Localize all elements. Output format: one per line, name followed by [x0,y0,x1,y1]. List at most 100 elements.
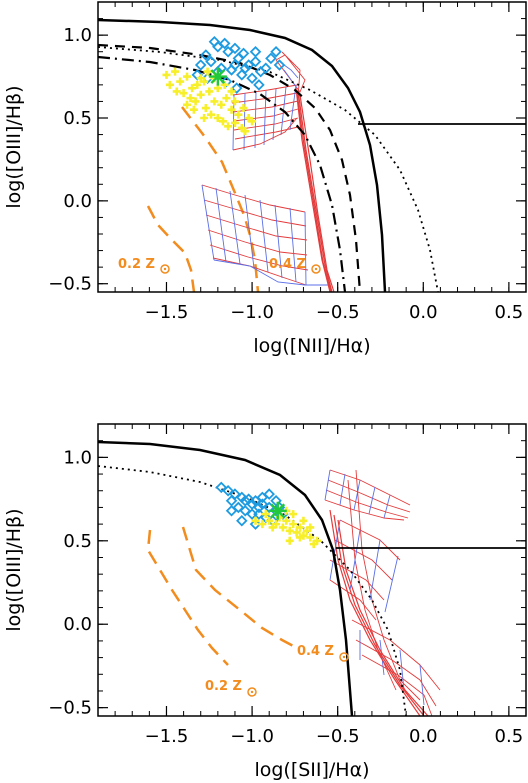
x-tick-label: 0.0 [409,302,438,323]
cross-point [189,105,198,114]
y-axis-label-bottom: log([OIII]/Hβ) [3,508,25,631]
x-tick-label: 0.5 [495,302,524,323]
diamond-point [270,494,282,507]
diamond-point [253,501,265,514]
cross-point [188,84,197,93]
diamond-point [194,59,207,71]
x-tick-label: −1.5 [145,302,189,323]
model-red-spikes [295,87,335,292]
x-tick-label: −1.5 [145,726,189,747]
x-tick-label: 0.5 [495,726,524,747]
cross-point [265,516,274,525]
y-tick-label: 0.0 [63,191,92,212]
cross-point [278,523,287,532]
annotation-0.4z-bottom: 0.4 Z [297,644,334,659]
x-axis-label-bottom: log([SII]/Hα) [254,759,369,781]
cross-point [206,110,215,119]
diamond-point [239,62,252,75]
scatter-points-top [162,35,286,136]
x-tick-label: −1.0 [230,302,274,323]
cross-point [299,516,308,525]
diamond-point [232,501,245,514]
kewley-extreme-line [98,18,387,292]
diamond-point [253,508,265,520]
diamond-point [225,504,238,517]
cross-point [296,533,305,542]
diamond-point [249,55,262,68]
star-point [268,501,287,520]
cross-point [224,122,233,131]
cross-point [183,72,192,81]
cross-point [248,117,257,126]
cross-point [289,520,298,529]
cross-point [213,114,222,122]
y-tick-label: 0.0 [63,614,92,635]
diamond-point [205,55,217,68]
annotation-0.2z-top: 0.2 Z [118,257,155,272]
solar-symbol [311,264,321,274]
diamond-point [222,484,234,497]
diamond-point [239,504,252,517]
diamond-point [260,62,272,75]
plot-frame-bottom [97,423,527,717]
cross-point [296,523,305,532]
cross-point [172,87,181,96]
cross-point [227,105,236,114]
cross-point [183,100,192,109]
cross-point [261,510,270,519]
x-tick-label: −1.0 [230,726,274,747]
cross-point [282,516,291,525]
cross-point [186,94,195,103]
x-axis-label-top: log([NII]/Hα) [253,335,370,357]
kauffmann-line [98,43,362,292]
diamond-point [236,515,248,527]
diamond-point [273,59,286,71]
cross-point [217,100,226,109]
dotted-line [98,46,439,292]
y-tick-label: 1.0 [63,25,92,46]
cross-point [285,526,294,535]
diamond-point [239,494,252,507]
kewley-sii-line [98,440,354,716]
y-tick-label: 0.5 [63,108,92,129]
nii-panel: −1.5 −1.0 −0.5 0.0 0.5 −0.5 0.0 0.5 1.0 0.2 Z 0.… [3,1,527,357]
ticks-bottom: −1.5 −1.0 −0.5 0.0 0.5 −0.5 0.0 0.5 1.0 [48,423,527,747]
diamond-point [229,59,241,71]
dashdot-line [98,55,347,292]
solar-symbol [247,687,257,697]
annotation-0.4z-top: 0.4 Z [269,257,306,272]
cross-point [268,523,277,532]
diamond-point [229,42,241,55]
cross-point [162,70,171,79]
y-axis-label-top: log([OIII]/Hβ) [3,85,25,208]
diamond-point [237,47,250,60]
diamond-point [218,37,231,50]
cross-point [227,87,236,96]
solar-symbol-dot [314,267,318,271]
x-tick-label: 0.0 [409,726,438,747]
cross-point [165,80,174,89]
diamond-point [253,79,265,91]
cross-point [176,77,185,86]
cross-point [203,67,212,76]
x-tick-label: −0.5 [316,302,360,323]
annotation-0.2z-bottom: 0.2 Z [205,679,242,694]
cross-point [289,510,298,519]
cross-point [306,533,315,542]
x-tick-label: −0.5 [316,726,360,747]
cross-point [210,97,219,106]
model-grid-lower [201,184,330,286]
cross-point [196,90,205,99]
cross-point [196,74,205,83]
y-tick-label: 0.5 [63,531,92,552]
cross-point [241,127,250,136]
cross-point [251,516,260,525]
y-tick-label: 1.0 [63,447,92,468]
diamond-point [270,45,282,58]
cross-point [205,87,214,96]
diamond-point [249,45,262,58]
y-tick-label: −0.5 [48,698,92,719]
diamond-point [246,72,258,85]
cross-point [179,89,188,98]
